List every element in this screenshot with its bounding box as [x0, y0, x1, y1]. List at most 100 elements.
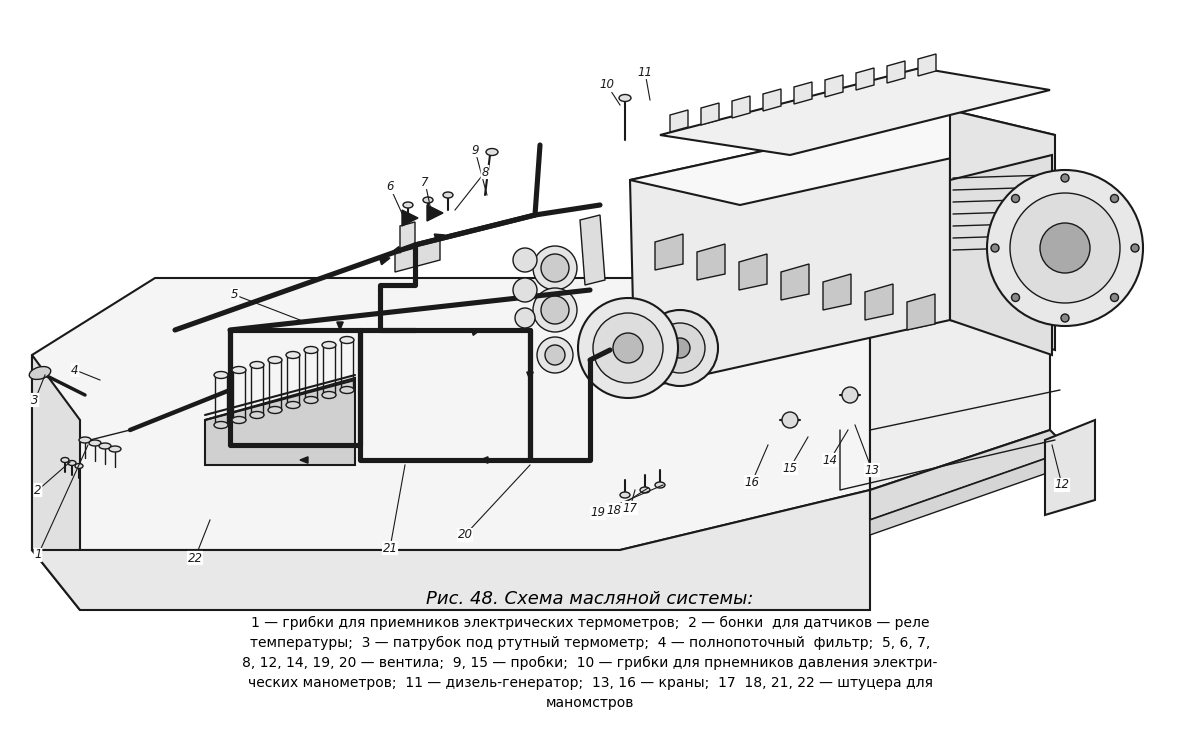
Ellipse shape: [304, 346, 317, 354]
Polygon shape: [427, 205, 442, 221]
Polygon shape: [870, 210, 1050, 490]
Ellipse shape: [214, 372, 228, 378]
Text: 12: 12: [1055, 478, 1069, 492]
Ellipse shape: [620, 492, 630, 498]
Text: 6: 6: [386, 181, 394, 193]
Circle shape: [1010, 193, 1120, 303]
Polygon shape: [400, 222, 415, 252]
Polygon shape: [395, 237, 440, 272]
Circle shape: [642, 310, 717, 386]
Ellipse shape: [79, 437, 91, 443]
Ellipse shape: [655, 482, 666, 488]
Circle shape: [1061, 174, 1069, 182]
Ellipse shape: [250, 412, 264, 418]
Ellipse shape: [286, 351, 300, 359]
Circle shape: [1011, 293, 1020, 302]
Ellipse shape: [214, 421, 228, 429]
Ellipse shape: [268, 357, 282, 363]
Polygon shape: [907, 294, 935, 330]
Ellipse shape: [340, 386, 354, 394]
Polygon shape: [763, 89, 781, 111]
Polygon shape: [865, 284, 893, 320]
Polygon shape: [701, 103, 719, 125]
Circle shape: [513, 278, 537, 302]
Polygon shape: [870, 450, 1070, 535]
Ellipse shape: [68, 461, 76, 466]
Ellipse shape: [322, 342, 336, 348]
Ellipse shape: [61, 458, 68, 462]
Polygon shape: [825, 75, 843, 97]
Text: 3: 3: [31, 394, 39, 406]
Circle shape: [655, 323, 704, 373]
Ellipse shape: [286, 401, 300, 409]
Polygon shape: [402, 210, 418, 226]
Text: температуры;  3 — патрубок под ртутный термометр;  4 — полнопоточный  фильтр;  5: температуры; 3 — патрубок под ртутный те…: [250, 636, 930, 650]
Polygon shape: [794, 82, 812, 104]
Polygon shape: [480, 457, 489, 463]
Text: 18: 18: [607, 504, 622, 516]
Polygon shape: [822, 274, 851, 310]
Circle shape: [843, 387, 858, 403]
Ellipse shape: [232, 366, 245, 374]
Polygon shape: [526, 372, 533, 380]
Text: 21: 21: [382, 542, 398, 554]
Text: 17: 17: [623, 502, 637, 514]
Polygon shape: [472, 329, 480, 335]
Ellipse shape: [486, 149, 498, 155]
Polygon shape: [732, 96, 750, 118]
Polygon shape: [581, 215, 605, 285]
Polygon shape: [739, 254, 767, 290]
Text: 20: 20: [458, 528, 472, 542]
Text: 1 — грибки для приемников электрических термометров;  2 — бонки  для датчиков — : 1 — грибки для приемников электрических …: [250, 616, 930, 630]
Circle shape: [514, 308, 535, 328]
Ellipse shape: [322, 392, 336, 398]
Polygon shape: [697, 244, 725, 280]
Circle shape: [670, 338, 690, 358]
Polygon shape: [950, 110, 1055, 350]
Circle shape: [1130, 244, 1139, 252]
Polygon shape: [336, 322, 343, 330]
Circle shape: [537, 337, 573, 373]
Polygon shape: [856, 68, 874, 90]
Circle shape: [545, 345, 565, 365]
Circle shape: [612, 333, 643, 363]
Text: 15: 15: [782, 461, 798, 475]
Ellipse shape: [99, 443, 111, 449]
Circle shape: [533, 246, 577, 290]
Ellipse shape: [304, 397, 317, 403]
Circle shape: [540, 296, 569, 324]
Ellipse shape: [340, 337, 354, 343]
Circle shape: [594, 313, 663, 383]
Polygon shape: [655, 234, 683, 270]
Polygon shape: [887, 61, 905, 83]
Polygon shape: [434, 234, 445, 241]
Polygon shape: [379, 257, 391, 265]
Circle shape: [991, 244, 999, 252]
Circle shape: [513, 248, 537, 272]
Polygon shape: [630, 110, 950, 390]
Circle shape: [1061, 314, 1069, 322]
Text: 1: 1: [34, 548, 41, 562]
Ellipse shape: [109, 446, 122, 452]
Text: 14: 14: [822, 453, 838, 467]
Circle shape: [540, 254, 569, 282]
Polygon shape: [870, 430, 1070, 520]
Text: 2: 2: [34, 484, 41, 496]
Ellipse shape: [88, 440, 101, 446]
Text: ческих манометров;  11 — дизель-генератор;  13, 16 — краны;  17  18, 21, 22 — шт: ческих манометров; 11 — дизель-генератор…: [248, 676, 932, 690]
Ellipse shape: [30, 366, 51, 380]
Ellipse shape: [442, 192, 453, 198]
Polygon shape: [1045, 420, 1095, 515]
Circle shape: [533, 288, 577, 332]
Text: 10: 10: [599, 79, 615, 91]
Text: 8, 12, 14, 19, 20 — вентила;  9, 15 — пробки;  10 — грибки для прнемников давлен: 8, 12, 14, 19, 20 — вентила; 9, 15 — про…: [242, 656, 938, 670]
Circle shape: [1110, 293, 1119, 302]
Text: 7: 7: [421, 175, 428, 189]
Polygon shape: [32, 490, 870, 610]
Text: 13: 13: [865, 464, 879, 476]
Polygon shape: [670, 110, 688, 132]
Polygon shape: [205, 378, 355, 465]
Circle shape: [782, 412, 798, 428]
Circle shape: [986, 170, 1143, 326]
Text: 16: 16: [745, 476, 760, 488]
